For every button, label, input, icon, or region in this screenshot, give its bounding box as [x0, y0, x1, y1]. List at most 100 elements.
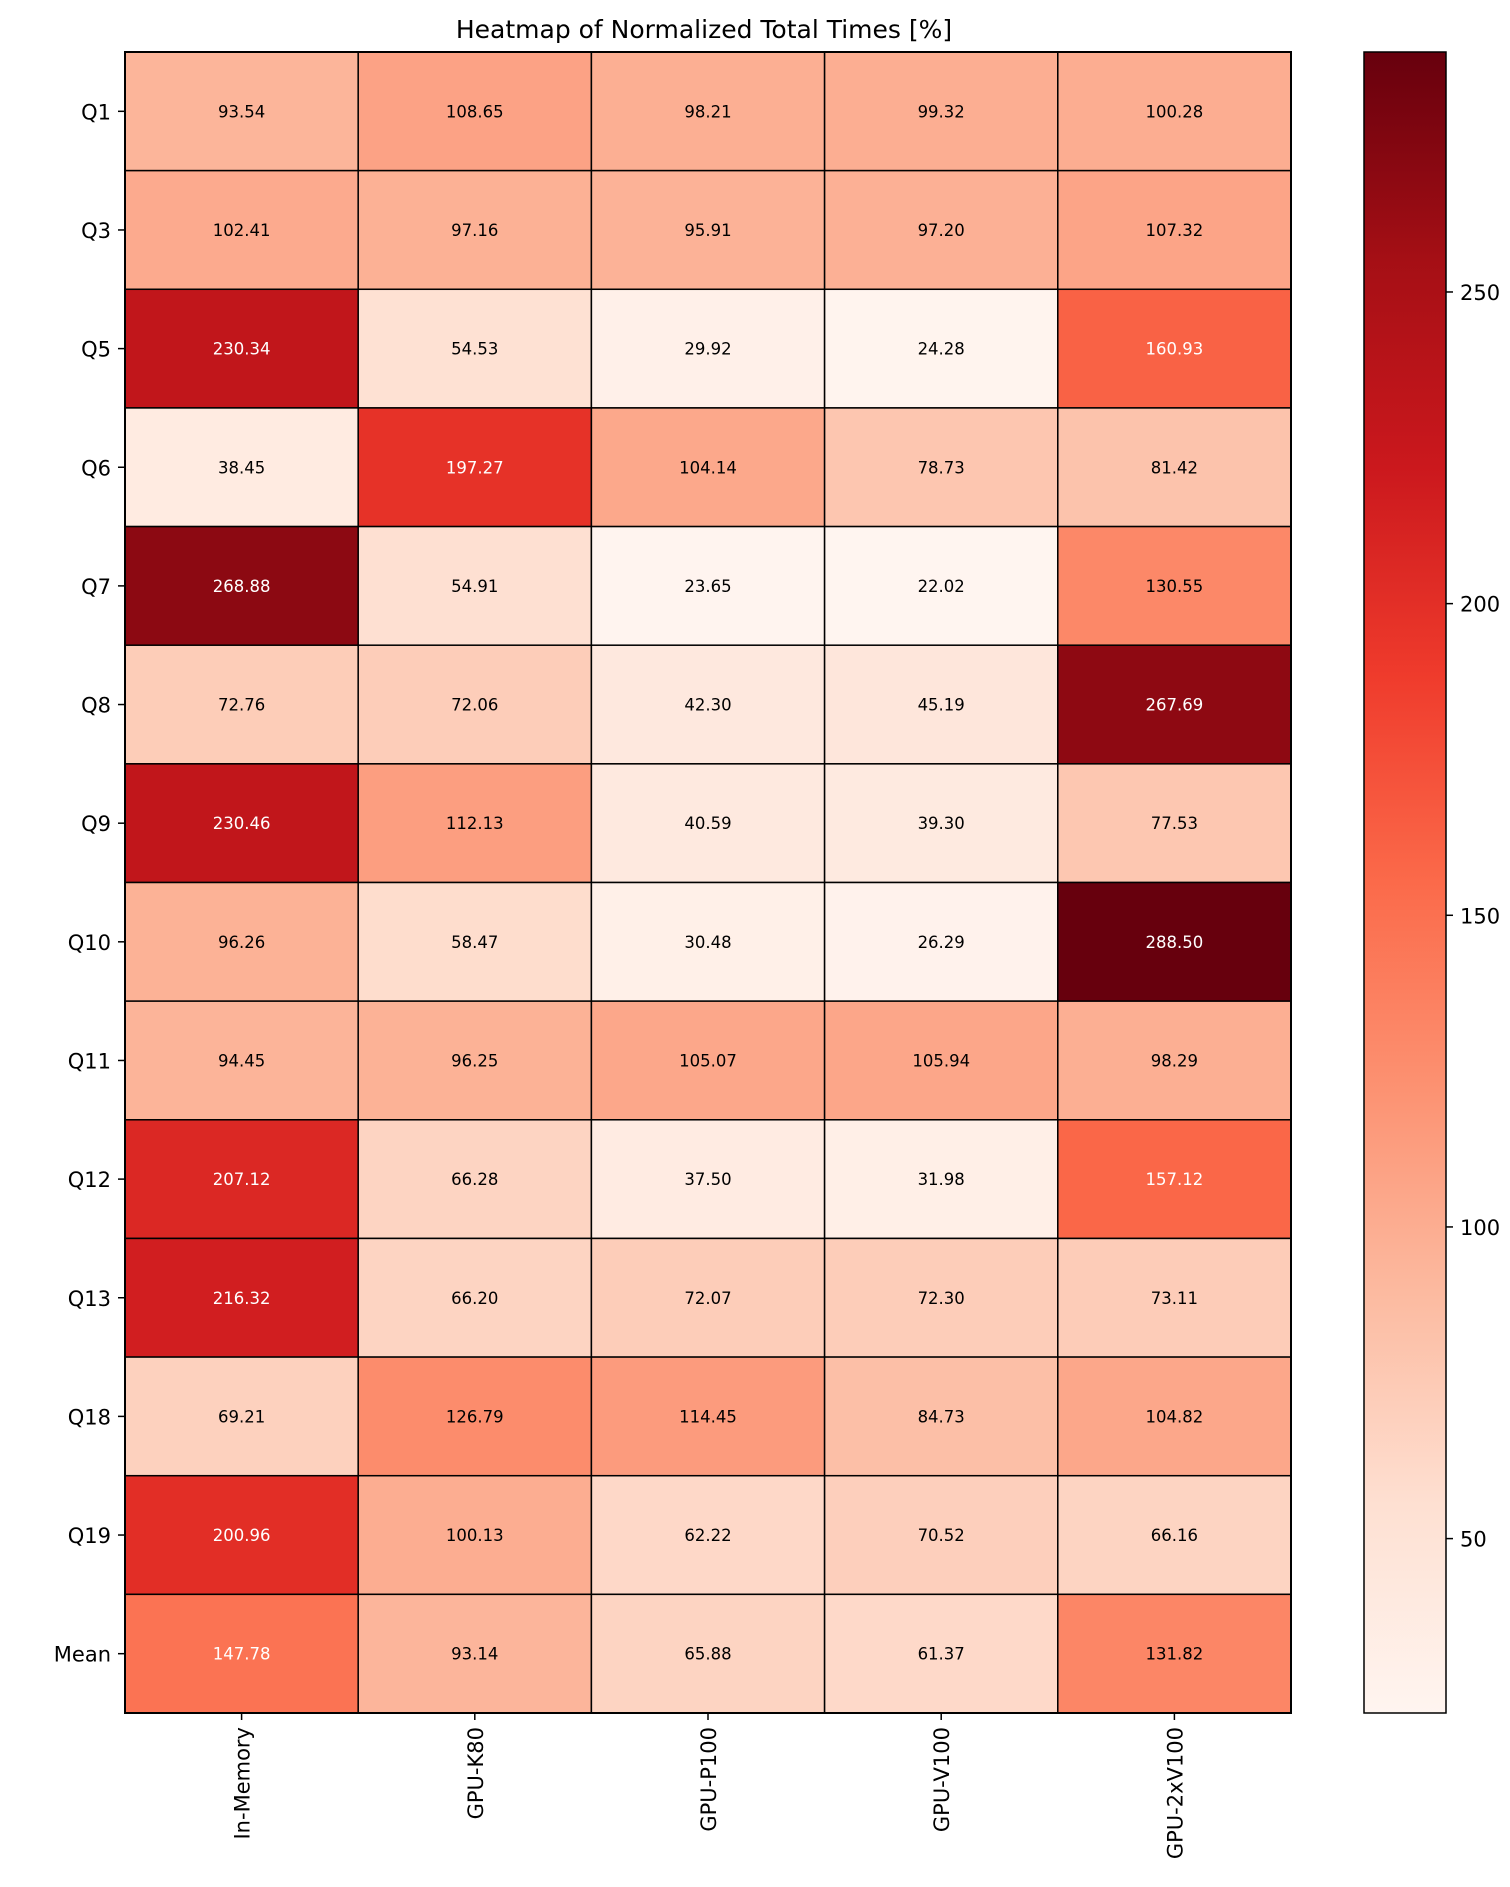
heatmap-cell-q12-gpu-p100	[590, 1119, 826, 1240]
row-label-mean: Mean	[54, 1643, 111, 1667]
heatmap-cell-label: 99.32	[918, 102, 965, 121]
heatmap-cell-label: 72.30	[918, 1289, 965, 1308]
heatmap-cell-q10-gpu-p100	[590, 881, 826, 1002]
heatmap-cell-label: 40.59	[684, 814, 731, 833]
heatmap-cell-mean-gpu-2xv100	[1057, 1593, 1292, 1714]
heatmap-cell-q13-gpu-2xv100	[1057, 1237, 1292, 1358]
heatmap-cell-label: 54.53	[451, 340, 498, 359]
heatmap-cell-q7-gpu-p100	[590, 525, 826, 646]
heatmap-cell-label: 160.93	[1146, 340, 1204, 359]
heatmap-cell-label: 66.28	[451, 1170, 498, 1189]
heatmap-cell-label: 130.55	[1146, 577, 1204, 596]
heatmap-cell-label: 24.28	[918, 340, 965, 359]
heatmap-cell-label: 104.82	[1146, 1407, 1204, 1426]
heatmap-cell-label: 45.19	[918, 696, 965, 715]
heatmap-cell-label: 107.32	[1146, 221, 1204, 240]
heatmap-cell-label: 102.41	[213, 221, 271, 240]
heatmap-cell-q10-gpu-k80	[357, 881, 593, 1002]
column-label-in-memory: In-Memory	[231, 1727, 255, 1840]
heatmap-cell-q18-gpu-k80	[357, 1356, 593, 1477]
heatmap-cell-label: 22.02	[918, 577, 965, 596]
heatmap-cell-q6-gpu-k80	[357, 407, 593, 528]
row-label-q10: Q10	[68, 931, 111, 955]
heatmap-cell-q13-gpu-v100	[823, 1237, 1059, 1358]
heatmap-cell-q19-gpu-k80	[357, 1474, 593, 1596]
heatmap-cell-q9-in-memory	[124, 763, 359, 884]
heatmap-cell-q10-gpu-2xv100	[1057, 881, 1292, 1002]
heatmap-cell-label: 100.28	[1146, 102, 1204, 121]
heatmap-cell-q1-gpu-2xv100	[1057, 51, 1292, 172]
heatmap-cell-q3-in-memory	[124, 169, 359, 291]
heatmap-cell-q5-gpu-v100	[823, 288, 1059, 409]
row-label-q6: Q6	[81, 456, 111, 480]
heatmap-cell-label: 104.14	[679, 458, 737, 477]
heatmap-cell-label: 197.27	[446, 458, 504, 477]
heatmap-cell-label: 126.79	[446, 1407, 504, 1426]
heatmap-cell-label: 230.46	[213, 814, 271, 833]
heatmap-cell-q10-in-memory	[124, 881, 359, 1002]
row-label-q13: Q13	[68, 1287, 111, 1311]
heatmap-cell-label: 38.45	[218, 458, 265, 477]
heatmap-cell-q1-gpu-k80	[357, 51, 593, 172]
heatmap-cell-label: 81.42	[1151, 458, 1198, 477]
heatmap-cell-q1-in-memory	[124, 51, 359, 172]
heatmap-cell-label: 78.73	[918, 458, 965, 477]
heatmap-cell-label: 66.20	[451, 1289, 498, 1308]
heatmap-cell-q12-in-memory	[124, 1119, 359, 1240]
heatmap-cell-label: 62.22	[684, 1526, 731, 1545]
heatmap-cell-mean-gpu-p100	[590, 1593, 826, 1714]
heatmap-cell-q11-gpu-2xv100	[1057, 1000, 1292, 1121]
heatmap-cell-label: 96.25	[451, 1051, 498, 1070]
heatmap-cell-q6-gpu-v100	[823, 407, 1059, 528]
heatmap-cell-q8-gpu-p100	[590, 644, 826, 765]
heatmap-cell-label: 98.21	[684, 102, 731, 121]
heatmap-cell-label: 39.30	[918, 814, 965, 833]
heatmap-cell-label: 97.16	[451, 221, 498, 240]
heatmap-cell-q6-gpu-2xv100	[1057, 407, 1292, 528]
heatmap-cell-label: 61.37	[918, 1645, 965, 1664]
row-label-q19: Q19	[68, 1524, 111, 1548]
heatmap-cell-label: 72.76	[218, 696, 265, 715]
heatmap-cell-label: 267.69	[1146, 696, 1204, 715]
heatmap-cell-q5-gpu-p100	[590, 288, 826, 409]
heatmap-cell-label: 54.91	[451, 577, 498, 596]
heatmap-cell-q11-gpu-p100	[590, 1000, 826, 1121]
row-label-q9: Q9	[81, 812, 111, 836]
heatmap-cell-label: 29.92	[684, 340, 731, 359]
colorbar-gradient	[1363, 51, 1447, 1714]
heatmap-cell-label: 230.34	[213, 340, 271, 359]
heatmap-cell-label: 30.48	[684, 933, 731, 952]
heatmap-cell-q13-gpu-p100	[590, 1237, 826, 1358]
heatmap-cell-label: 37.50	[684, 1170, 731, 1189]
heatmap-cell-label: 216.32	[213, 1289, 271, 1308]
row-label-q12: Q12	[68, 1168, 111, 1192]
heatmap-cell-label: 95.91	[684, 221, 731, 240]
row-label-q11: Q11	[68, 1049, 111, 1073]
heatmap-cell-q7-gpu-k80	[357, 525, 593, 646]
heatmap-cell-label: 93.14	[451, 1645, 498, 1664]
column-label-gpu-v100: GPU-V100	[930, 1727, 954, 1832]
heatmap-cell-q11-gpu-k80	[357, 1000, 593, 1121]
heatmap-cell-label: 77.53	[1151, 814, 1198, 833]
heatmap-cell-q8-gpu-k80	[357, 644, 593, 765]
colorbar-tick-label: 50	[1460, 1528, 1487, 1552]
column-label-gpu-2xv100: GPU-2xV100	[1163, 1727, 1187, 1859]
heatmap-cell-q18-gpu-v100	[823, 1356, 1059, 1477]
heatmap-cell-q12-gpu-k80	[357, 1119, 593, 1240]
heatmap-cell-q19-in-memory	[124, 1474, 359, 1596]
heatmap-cell-label: 72.06	[451, 696, 498, 715]
heatmap-cell-mean-gpu-k80	[357, 1593, 593, 1714]
heatmap-cell-label: 105.94	[912, 1051, 970, 1070]
heatmap-cell-q13-in-memory	[124, 1237, 359, 1358]
heatmap-cell-label: 288.50	[1146, 933, 1204, 952]
heatmap-cell-q12-gpu-v100	[823, 1119, 1059, 1240]
heatmap-cell-q3-gpu-2xv100	[1057, 169, 1292, 291]
row-label-q3: Q3	[81, 219, 111, 243]
heatmap-cell-label: 70.52	[918, 1526, 965, 1545]
heatmap-cell-q10-gpu-v100	[823, 881, 1059, 1002]
heatmap-cell-label: 69.21	[218, 1407, 265, 1426]
row-label-q1: Q1	[81, 100, 111, 124]
heatmap-cell-label: 73.11	[1151, 1289, 1198, 1308]
heatmap-cell-label: 105.07	[679, 1051, 737, 1070]
